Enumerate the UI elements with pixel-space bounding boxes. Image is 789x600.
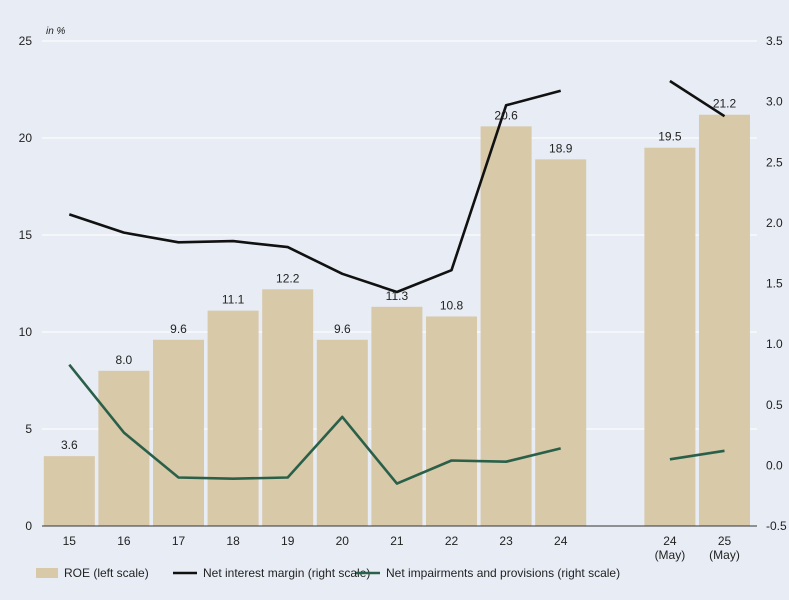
x-axis-tick-label-line: 25 <box>718 534 732 548</box>
net-interest-margin-line <box>68 89 562 294</box>
roe-bar <box>426 316 477 526</box>
left-axis-tick-label: 15 <box>19 228 33 242</box>
right-axis-tick-label: 0.0 <box>766 458 783 472</box>
roe-bar <box>43 456 95 526</box>
right-axis-tick-label: 3.0 <box>766 95 783 109</box>
roe-bar <box>98 370 150 526</box>
bar-data-label: 11.1 <box>222 293 245 307</box>
net-impairments-line <box>669 449 725 461</box>
unit-label: in % <box>46 26 66 37</box>
x-axis-tick-label: 21 <box>390 534 404 548</box>
bar-data-label: 11.3 <box>386 289 409 303</box>
bar-data-label: 9.6 <box>170 322 187 336</box>
right-axis-tick-label: 1.5 <box>766 277 783 291</box>
right-axis-tick-label: 1.0 <box>766 337 783 351</box>
x-axis-tick-label: 24 (May) <box>655 534 686 562</box>
x-axis-tick-label-line: 19 <box>281 534 295 548</box>
x-axis-tick-label: 20 <box>336 534 350 548</box>
bar-data-label: 21.2 <box>713 97 737 111</box>
x-axis-tick-label-line: 24 <box>663 534 677 548</box>
x-axis-tick-label-line: 21 <box>390 534 404 548</box>
left-axis-tick-label: 25 <box>19 34 33 48</box>
roe-bar <box>316 339 368 526</box>
x-axis-tick-label-line: 20 <box>336 534 350 548</box>
left-axis-tick-label: 5 <box>25 422 32 436</box>
x-axis-tick-label: 24 <box>554 534 568 548</box>
roe-bar <box>371 306 423 526</box>
bar-data-label: 12.2 <box>276 271 300 285</box>
bar-data-label: 20.6 <box>494 108 518 122</box>
x-axis-tick-label: 18 <box>226 534 240 548</box>
roe-bar <box>262 289 314 526</box>
x-axis-tick-label-line: 16 <box>117 534 131 548</box>
net-impairments-line <box>68 363 562 485</box>
left-axis-tick-label: 10 <box>19 325 33 339</box>
x-axis-tick-label-line: (May) <box>709 548 740 562</box>
x-axis-tick-label: 16 <box>117 534 131 548</box>
roe-bar <box>207 310 259 526</box>
left-axis-tick-label: 0 <box>25 519 32 533</box>
x-axis-tick-label-line: 18 <box>226 534 240 548</box>
legend-label: ROE (left scale) <box>64 566 149 580</box>
net-interest-margin-line <box>669 79 726 118</box>
legend-label: Net impairments and provisions (right sc… <box>386 566 620 580</box>
x-axis-tick-label-line: 23 <box>499 534 513 548</box>
right-axis-tick-label: 2.0 <box>766 216 783 230</box>
x-axis-tick-label-line: 15 <box>63 534 77 548</box>
x-axis-tick-label: 19 <box>281 534 295 548</box>
legend-label: Net interest margin (right scale) <box>203 566 370 580</box>
bar-data-label: 8.0 <box>116 353 133 367</box>
right-axis-tick-label: 3.5 <box>766 34 783 48</box>
x-axis-tick-label: 17 <box>172 534 186 548</box>
x-axis-tick-label: 23 <box>499 534 513 548</box>
bar-data-label: 9.6 <box>334 322 351 336</box>
x-axis-tick-label-line: 22 <box>445 534 459 548</box>
right-axis-tick-label: 2.5 <box>766 155 783 169</box>
bar-data-label: 10.8 <box>440 298 464 312</box>
legend-swatch-roe <box>36 568 58 578</box>
roe-bar <box>153 339 204 526</box>
roe-bar <box>535 159 587 526</box>
left-axis-tick-label: 20 <box>19 131 33 145</box>
bar-data-label: 18.9 <box>549 141 573 155</box>
x-axis-tick-label-line: (May) <box>655 548 686 562</box>
bar-data-label: 19.5 <box>658 130 682 144</box>
bar-data-label: 3.6 <box>61 438 78 452</box>
x-axis-tick-label-line: 17 <box>172 534 186 548</box>
x-axis-tick-label-line: 24 <box>554 534 568 548</box>
roe-bar <box>699 114 750 526</box>
x-axis-tick-label: 15 <box>63 534 77 548</box>
x-axis-tick-label: 25 (May) <box>709 534 740 562</box>
roe-bar <box>644 147 696 526</box>
right-axis-tick-label: 0.5 <box>766 398 783 412</box>
roe-bar <box>480 126 532 527</box>
x-axis-tick-label: 22 <box>445 534 459 548</box>
right-axis-tick-label: -0.5 <box>766 519 787 533</box>
